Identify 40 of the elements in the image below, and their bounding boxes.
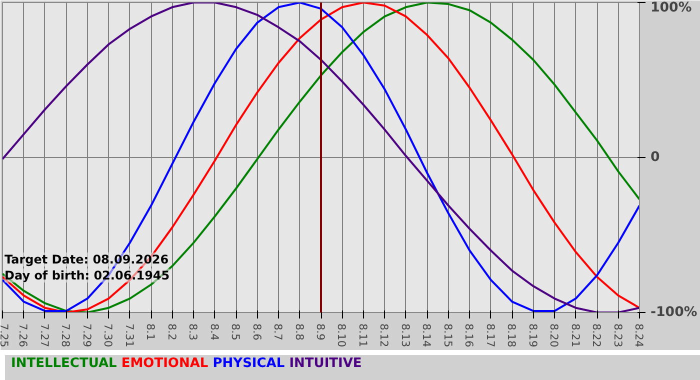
x-tick-label: 7.26 [16,324,30,348]
x-tick-label: 8.23 [611,324,624,348]
x-tick-label: 7.29 [80,324,94,348]
x-tick-label: 8.11 [356,324,370,348]
x-tick-label: 8.24 [632,324,646,348]
x-tick-label: 8.10 [335,324,348,348]
x-tick-label: 8.3 [186,324,200,340]
x-tick-label: 8.16 [462,324,476,348]
x-tick-label: 8.5 [229,324,242,340]
x-tick-label: 8.15 [441,324,454,348]
text: EMOTIONAL [121,356,208,371]
x-tick-label: 7.28 [59,324,72,348]
y-tick-label: 0 [650,150,660,165]
x-tick-label: 8.2 [165,324,178,340]
x-tick-label: 8.6 [250,324,264,341]
x-tick-label: 8.1 [144,324,158,340]
x-tick-label: 8.8 [292,324,306,341]
y-tick-label: 100% [650,0,692,16]
x-tick-label: 7.30 [102,324,115,348]
x-tick-label: 8.19 [526,324,540,348]
x-tick-label: 8.4 [208,324,221,341]
x-tick-label: 7.25 [0,324,10,348]
x-tick-label: 7.31 [122,324,136,348]
y-tick-label: -100% [650,305,698,320]
x-tick-label: 8.7 [272,324,285,340]
x-tick-label: 8.14 [420,324,434,348]
x-tick-label: 8.12 [378,324,391,348]
x-tick-label: 8.17 [484,324,497,348]
x-tick-label: 8.20 [548,324,561,348]
x-tick-label: 8.9 [314,324,327,341]
x-tick-label: 8.21 [568,324,582,348]
annotation: Target Date: 08.09.2026 [4,252,169,266]
x-tick-label: 8.13 [398,324,412,348]
x-tick-label: 8.18 [505,324,518,348]
annotation: Day of birth: 02.06.1945 [4,268,170,282]
x-tick-label: 7.27 [38,324,51,348]
x-tick-label: 8.22 [590,324,604,348]
text: PHYSICAL [212,356,285,371]
text: INTELLECTUAL [11,356,117,371]
text: INTUITIVE [289,356,362,371]
